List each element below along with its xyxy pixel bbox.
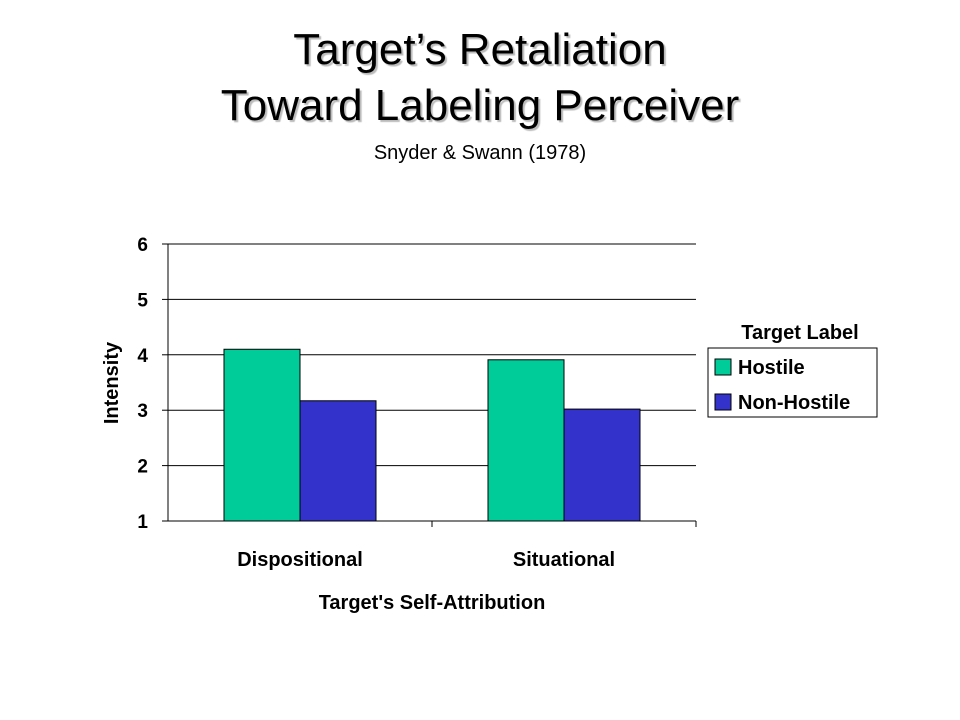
bar-non-hostile-dispositional [299,400,377,522]
legend-swatch-non-hostile [714,393,732,411]
legend-label: Hostile [738,357,805,379]
y-tick-label: 2 [137,457,148,478]
chart-title-line1: Target’s Retaliation [293,25,667,74]
y-tick-label: 3 [137,401,148,422]
bar-hostile-situational [487,359,565,522]
bar-hostile-dispositional [223,348,301,522]
x-tick-label: Dispositional [237,549,363,571]
legend-swatch-hostile [714,358,732,376]
legend-box [707,347,878,418]
chart-title-line2: Toward Labeling Perceiver [220,81,740,130]
y-tick-label: 5 [137,290,148,311]
y-axis-label: Intensity [101,341,123,424]
legend-title: Target Label [741,322,858,344]
x-axis-label: Target's Self-Attribution [319,592,546,614]
y-tick-label: 4 [137,346,148,367]
x-tick-label: Situational [513,549,615,571]
y-tick-label: 1 [137,512,148,533]
y-tick-label: 6 [137,235,148,256]
legend-label: Non-Hostile [738,392,850,414]
chart-subtitle: Snyder & Swann (1978) [373,142,587,164]
bar-non-hostile-situational [563,408,641,522]
